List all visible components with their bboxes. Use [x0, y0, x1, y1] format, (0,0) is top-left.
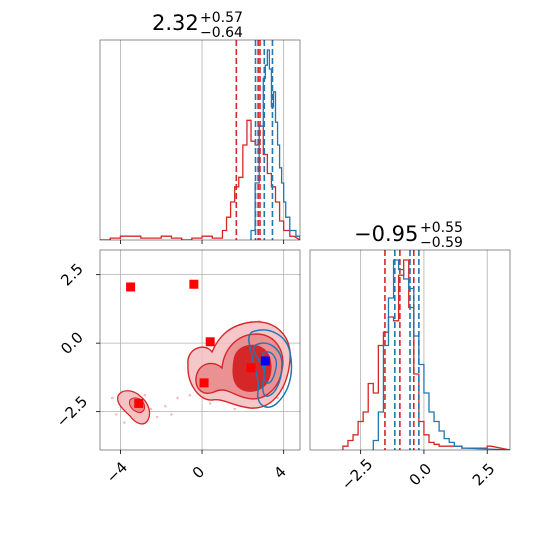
y-tick-label-2: −2.5 [53, 392, 91, 430]
panel-top-left-marks [100, 40, 300, 240]
y-tick-label-0: 2.5 [57, 260, 87, 290]
panel-top-left: 2.32 +0.57 −0.64 [99, 10, 301, 244]
panel-bottom-left-marks [110, 279, 293, 425]
panel-bottom-right-title-plus: +0.55 [420, 220, 463, 236]
panel-bottom-right-title: −0.95 [354, 222, 418, 246]
x-tick-label-0: −2.5 [338, 455, 376, 493]
sample-dot-8 [208, 402, 212, 405]
panel-bottom-right-frame [309, 249, 511, 451]
x-tick-label-2: 2.5 [469, 460, 499, 490]
panel-top-left-ticks [120, 240, 285, 244]
marker-square-2 [205, 337, 215, 347]
x-tick-label-0: −4 [103, 458, 131, 486]
panel-bottom-right-title-minus: −0.59 [420, 235, 463, 251]
histogram-series-0 [100, 119, 300, 240]
sample-dot-9 [110, 396, 114, 400]
x-tick-label-2: 4 [270, 463, 289, 482]
x-tick-label-1: 0 [189, 463, 208, 482]
marker-square-5 [246, 363, 256, 373]
sample-dot-20 [143, 393, 147, 397]
panel-bottom-right: −2.5 0.0 2.5 −0.95 +0.55 −0.59 [309, 220, 511, 494]
x-tick-label-1: 0.0 [406, 460, 436, 490]
panel-bottom-left: −4 0 4 2.5 0.0 −2.5 [53, 249, 301, 487]
panel-bottom-right-marks [342, 250, 510, 450]
contour-blue-middle [252, 342, 283, 397]
panel-bottom-right-grid [360, 250, 488, 450]
panel-bottom-left-frame [99, 249, 301, 451]
panel-bottom-right-ticks: −2.5 0.0 2.5 [338, 450, 499, 494]
sample-dot-10 [155, 415, 159, 419]
marker-square-1 [189, 279, 199, 289]
sample-dot-5 [164, 404, 167, 408]
marker-square-0 [126, 282, 136, 292]
histogram-series-0 [342, 259, 510, 450]
marker-square-6 [260, 356, 270, 366]
sample-dot-6 [176, 396, 179, 400]
panel-top-left-frame [99, 39, 301, 241]
panel-top-left-title-plus: +0.57 [200, 10, 243, 26]
marker-square-3 [199, 378, 209, 388]
sample-dot-7 [188, 393, 192, 397]
contour-blue-outer [248, 329, 293, 408]
sample-dot-0 [115, 413, 118, 416]
histogram-series-1 [250, 49, 300, 240]
marker-square-4 [134, 398, 144, 408]
panel-top-left-background [100, 40, 300, 240]
panel-top-left-grid [120, 40, 285, 240]
sample-dot-19 [170, 413, 173, 416]
panel-top-left-title: 2.32 [152, 11, 199, 35]
sample-dot-12 [233, 407, 236, 411]
panel-top-left-title-minus: −0.64 [200, 25, 243, 41]
sample-dot-1 [123, 421, 126, 424]
y-tick-label-1: 0.0 [57, 328, 87, 358]
sample-dot-4 [149, 407, 153, 411]
